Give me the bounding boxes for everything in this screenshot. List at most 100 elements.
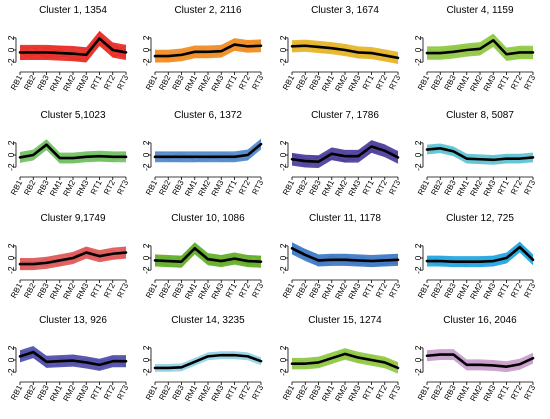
x-tick-label: RT2 [237, 73, 252, 91]
y-tick-label: -2 [278, 368, 288, 376]
y-tick-label: 2 [6, 140, 16, 145]
y-tick-label: 2 [6, 243, 16, 248]
panel-title: Cluster 3, 1674 [311, 5, 379, 16]
mean-profile-line [153, 142, 263, 159]
cluster-panel-4: Cluster 4, 115920-2RB1RB2RB3RM1RM2RM3RT1… [413, 5, 538, 93]
gene-trace [426, 145, 534, 161]
cluster-panel-12: Cluster 12, 72520-2RB1RB2RB3RM1RM2RM3RT1… [413, 213, 538, 301]
panel-title: Cluster 14, 3235 [171, 315, 245, 326]
x-tick-label: RB1 [416, 281, 432, 299]
gene-trace [426, 250, 534, 266]
x-tick-label: RT2 [102, 73, 117, 91]
y-tick-label: -2 [278, 58, 288, 66]
gene-trace [154, 245, 262, 268]
y-tick-label: -2 [413, 58, 423, 66]
x-tick-label: RB2 [22, 281, 38, 299]
x-tick-label: RT1 [224, 178, 239, 196]
x-tick-label: RB2 [294, 281, 310, 299]
panel-title: Cluster 16, 2046 [443, 315, 517, 326]
x-tick-label: RM3 [347, 73, 363, 93]
y-tick-label: -2 [278, 266, 288, 274]
x-tick-label: RM3 [210, 73, 226, 93]
x-tick-label: RT1 [224, 281, 239, 299]
y-tick-label: 0 [141, 255, 151, 260]
gene-trace [154, 142, 262, 161]
y-tick-label: 2 [413, 140, 423, 145]
y-tick-label: 0 [141, 152, 151, 157]
y-tick-label: -2 [141, 266, 151, 274]
x-tick-label: RT1 [89, 73, 104, 91]
mean-profile-line [290, 145, 400, 163]
y-tick-label: -2 [278, 163, 288, 171]
y-tick-label: 0 [278, 152, 288, 157]
cluster-panel-7: Cluster 7, 178620-2RB1RB2RB3RM1RM2RM3RT1… [278, 110, 403, 198]
x-tick-label: RT2 [237, 281, 252, 299]
gene-trace [291, 149, 399, 163]
x-tick-label: RM3 [482, 383, 498, 403]
gene-trace [19, 350, 127, 367]
x-tick-label: RT1 [496, 281, 511, 299]
y-tick-label: -2 [141, 163, 151, 171]
mean-profile-line [18, 251, 128, 266]
y-tick-label: 2 [6, 35, 16, 40]
y-tick-label: 0 [6, 357, 16, 362]
gene-trace [19, 353, 127, 366]
x-tick-label: RT1 [89, 281, 104, 299]
x-tick-label: RM3 [210, 178, 226, 198]
cluster-panel-15: Cluster 15, 127420-2RB1RB2RB3RM1RM2RM3RT… [278, 315, 403, 403]
cluster-panel-13: Cluster 13, 92620-2RB1RB2RB3RM1RM2RM3RT1… [6, 315, 131, 403]
x-tick-label: RT2 [237, 178, 252, 196]
mean-profile-line [425, 353, 535, 368]
y-tick-label: -2 [141, 58, 151, 66]
x-tick-label: RT1 [361, 383, 376, 401]
x-tick-label: RT3 [115, 281, 130, 299]
cluster-panel-11: Cluster 11, 117820-2RB1RB2RB3RM1RM2RM3RT… [278, 213, 403, 301]
mean-profile-line [290, 246, 400, 263]
y-tick-label: 0 [413, 357, 423, 362]
panel-title: Cluster 13, 926 [39, 315, 107, 326]
x-tick-label: RT2 [102, 281, 117, 299]
panel-title: Cluster 6, 1372 [174, 110, 242, 121]
x-tick-label: RT1 [224, 383, 239, 401]
panel-title: Cluster 5,1023 [40, 110, 105, 121]
x-tick-label: RT2 [509, 178, 524, 196]
cluster-panel-14: Cluster 14, 323520-2RB1RB2RB3RM1RM2RM3RT… [141, 315, 266, 403]
x-tick-label: RT3 [522, 178, 537, 196]
y-tick-label: 2 [413, 35, 423, 40]
x-tick-label: RT2 [509, 73, 524, 91]
x-tick-label: RT2 [374, 73, 389, 91]
panel-title: Cluster 1, 1354 [39, 5, 107, 16]
x-tick-label: RB1 [281, 281, 297, 299]
y-tick-label: 2 [278, 140, 288, 145]
mean-profile-line [18, 37, 128, 57]
gene-trace [154, 41, 262, 61]
panel-title: Cluster 15, 1274 [308, 315, 382, 326]
x-tick-label: RM3 [75, 383, 91, 403]
x-tick-label: RT1 [496, 178, 511, 196]
panel-title: Cluster 9,1749 [40, 213, 105, 224]
mean-profile-line [290, 44, 400, 60]
x-tick-label: RB1 [9, 383, 25, 401]
x-tick-label: RT2 [374, 281, 389, 299]
mean-profile-line [153, 246, 263, 263]
cluster-panel-2: Cluster 2, 211620-2RB1RB2RB3RM1RM2RM3RT1… [141, 5, 266, 93]
gene-trace [291, 151, 399, 162]
x-tick-label: RT3 [387, 73, 402, 91]
x-tick-label: RB1 [9, 178, 25, 196]
x-tick-label: RB1 [144, 73, 160, 91]
x-tick-label: RM3 [75, 281, 91, 301]
gene-trace [154, 40, 262, 58]
y-tick-label: 0 [6, 152, 16, 157]
cluster-panel-3: Cluster 3, 167420-2RB1RB2RB3RM1RM2RM3RT1… [278, 5, 403, 93]
y-tick-label: 0 [141, 47, 151, 52]
y-tick-label: -2 [413, 368, 423, 376]
x-tick-label: RB2 [22, 73, 38, 91]
y-tick-label: -2 [413, 266, 423, 274]
x-tick-label: RB2 [294, 383, 310, 401]
x-tick-label: RM3 [482, 281, 498, 301]
x-tick-label: RB1 [281, 73, 297, 91]
y-tick-label: -2 [6, 163, 16, 171]
gene-trace [19, 38, 127, 61]
